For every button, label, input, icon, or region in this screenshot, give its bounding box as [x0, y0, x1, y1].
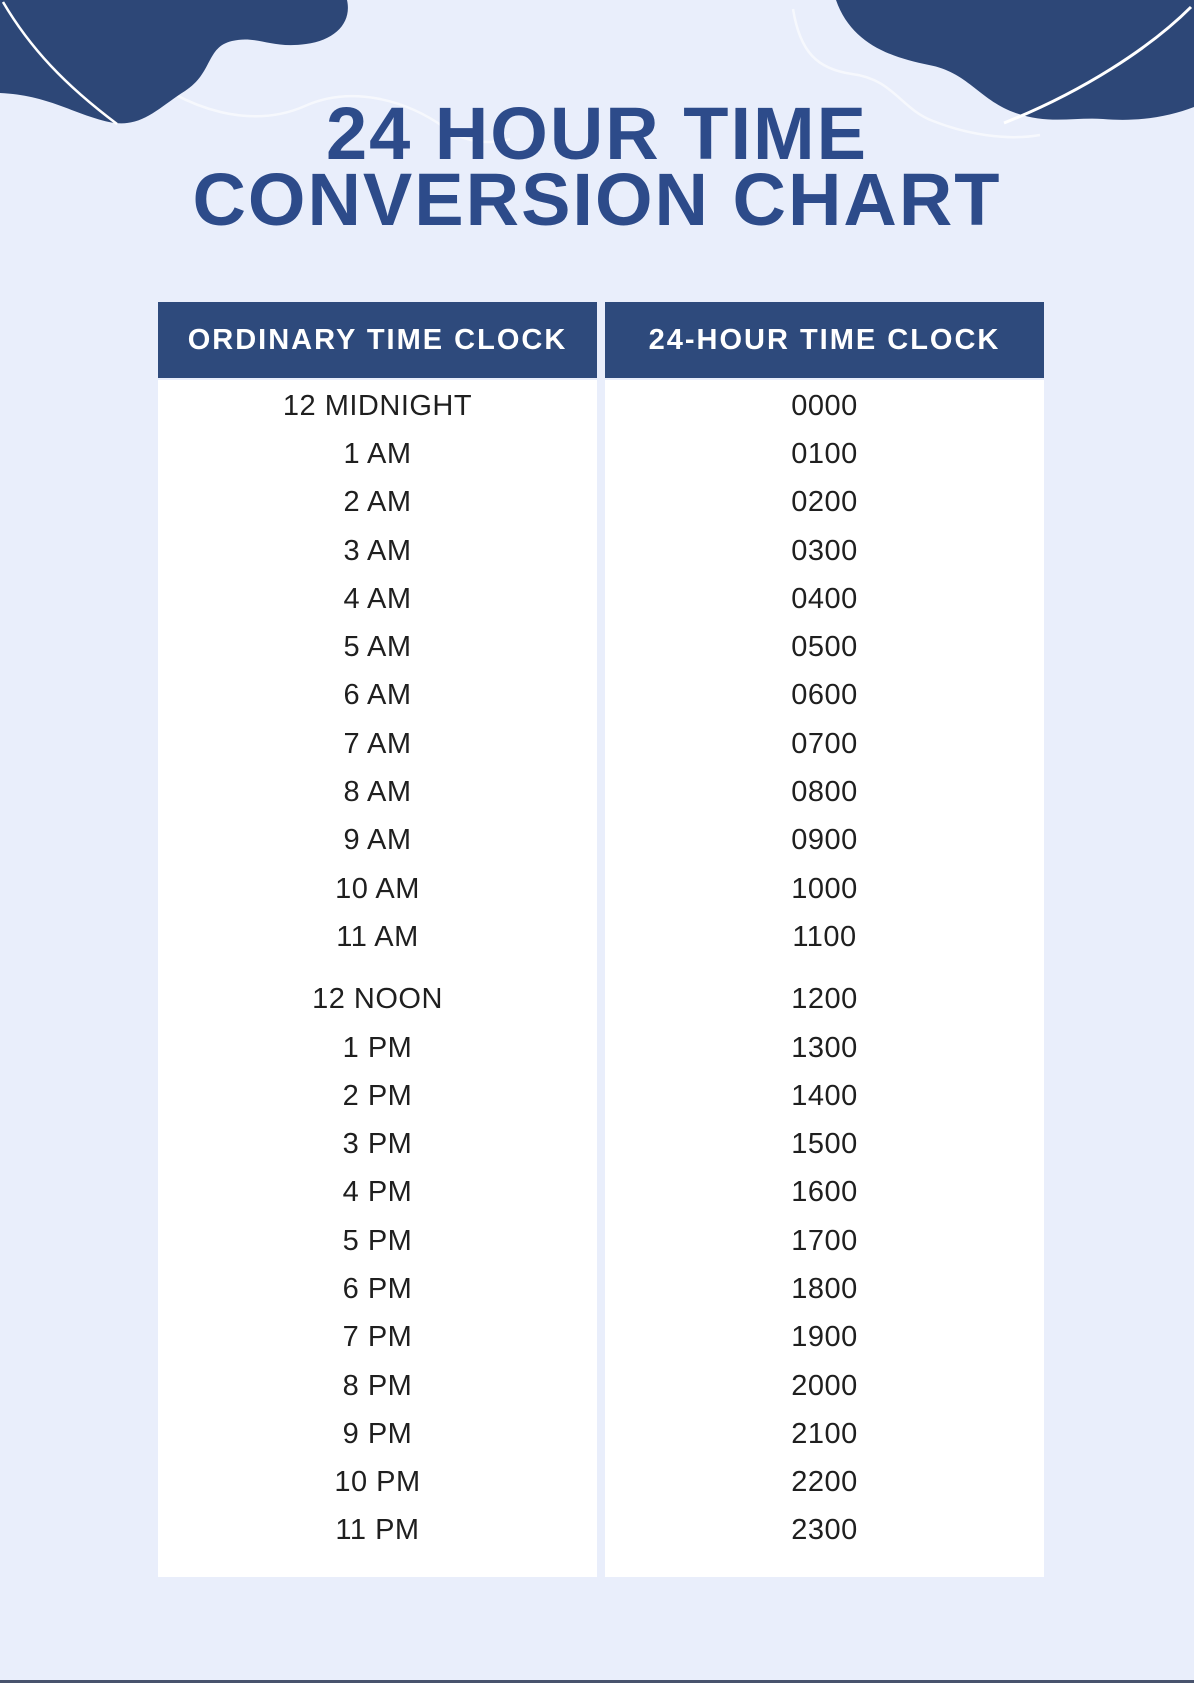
table-row-military-time-cell: 1800	[791, 1272, 858, 1305]
table-row-ordinary-time-cell: 7 AM	[343, 727, 412, 760]
column-24-hour-time: 24-HOUR TIME CLOCK 0000 0100 0200 0300 0400 0…	[605, 302, 1044, 1577]
column-header-ordinary-time: ORDINARY TIME CLOCK	[158, 302, 597, 378]
right-squiggle-line	[791, 8, 1041, 139]
column-header-24-hour-time: 24-HOUR TIME CLOCK	[605, 302, 1044, 378]
column-body-ordinary-time: 12 MIDNIGHT 1 AM 2 AM 3 AM 4 AM 5 AM 6 AM 7 AM 8…	[158, 380, 597, 1577]
table-row-ordinary-time-cell: 9 PM	[342, 1417, 413, 1450]
table-row-ordinary-time-cell: 2 AM	[343, 486, 412, 519]
page-title-line-1: 24 HOUR TIME	[325, 92, 869, 175]
table-row-military-time-cell: 0800	[791, 776, 858, 809]
table-row-military-time-cell: 1600	[791, 1176, 858, 1209]
table-row-military-time-cell: 0100	[791, 437, 858, 470]
table-row-ordinary-time-cell: 12 MIDNIGHT	[282, 389, 473, 422]
table-row-ordinary-time-cell: 1 AM	[343, 437, 412, 470]
table-row-military-time-cell: 0500	[791, 631, 858, 664]
table-row-military-time-cell: 2300	[791, 1514, 858, 1547]
blob-top-left	[0, 0, 348, 124]
blob-top-left-white-line	[1, 1, 118, 125]
table-row-military-time-cell: 0000	[791, 389, 858, 422]
table-row-military-time-cell: 1400	[791, 1079, 858, 1112]
table-row-ordinary-time-cell: 8 AM	[343, 776, 412, 809]
table-row-military-time-cell: 2200	[791, 1466, 858, 1499]
table-row-ordinary-time-cell: 3 AM	[343, 534, 412, 567]
table-row-ordinary-time-cell: 6 PM	[342, 1272, 413, 1305]
conversion-table: ORDINARY TIME CLOCK 12 MIDNIGHT 1 AM 2 AM 3…	[158, 302, 1044, 1577]
table-row-ordinary-time-cell: 6 AM	[343, 679, 412, 712]
table-row-military-time-cell: 0600	[791, 679, 858, 712]
left-squiggle-line	[127, 61, 511, 144]
table-row-military-time-cell: 2100	[791, 1417, 858, 1450]
table-row-military-time-cell: 1100	[792, 920, 857, 953]
table-row-military-time-cell: 1200	[791, 983, 858, 1016]
blob-top-right	[836, 0, 1194, 120]
table-row-military-time-cell: 0300	[791, 534, 858, 567]
table-row-ordinary-time-cell: 11 PM	[335, 1514, 420, 1547]
table-row-ordinary-time-cell: 5 AM	[343, 631, 412, 664]
table-row-ordinary-time-cell: 10 PM	[334, 1466, 421, 1499]
page-title: 24 HOUR TIME CONVERSION CHART	[0, 92, 1194, 241]
corner-decorations	[0, 0, 1194, 144]
table-row-ordinary-time-cell: 10 AM	[335, 872, 420, 905]
table-row-military-time-cell: 1000	[791, 872, 858, 905]
table-row-military-time-cell: 1300	[791, 1031, 858, 1064]
table-row-ordinary-time-cell: 3 PM	[342, 1128, 413, 1161]
table-row-ordinary-time-cell: 9 AM	[343, 824, 412, 857]
table-row-military-time-cell: 1700	[791, 1224, 858, 1257]
column-ordinary-time: ORDINARY TIME CLOCK 12 MIDNIGHT 1 AM 2 AM 3…	[158, 302, 597, 1577]
table-row-military-time-cell: 0200	[791, 486, 858, 519]
table-row-military-time-cell: 0400	[791, 582, 858, 615]
table-row-military-time-cell: 1900	[791, 1321, 858, 1354]
bottom-edge-line	[0, 1680, 1194, 1683]
column-body-24-hour-time: 0000 0100 0200 0300 0400 0500 0600 0700 0800 0900…	[605, 380, 1044, 1577]
table-row-ordinary-time-cell: 1 PM	[342, 1031, 413, 1064]
blob-top-right-white-line	[1003, 5, 1193, 125]
table-row-military-time-cell: 0900	[791, 824, 858, 857]
table-row-ordinary-time-cell: 7 PM	[342, 1321, 413, 1354]
table-row-ordinary-time-cell: 4 PM	[342, 1176, 413, 1209]
table-row-military-time-cell: 0700	[791, 727, 858, 760]
table-row-ordinary-time-cell: 5 PM	[342, 1224, 413, 1257]
table-row-ordinary-time-cell: 11 AM	[336, 920, 419, 953]
page-title-line-2: CONVERSION CHART	[192, 158, 1002, 241]
table-row-ordinary-time-cell: 8 PM	[342, 1369, 413, 1402]
table-row-ordinary-time-cell: 12 NOON	[312, 983, 443, 1016]
table-row-military-time-cell: 1500	[791, 1128, 858, 1161]
table-row-ordinary-time-cell: 4 AM	[343, 582, 412, 615]
table-row-military-time-cell: 2000	[791, 1369, 858, 1402]
table-row-ordinary-time-cell: 2 PM	[342, 1079, 413, 1112]
